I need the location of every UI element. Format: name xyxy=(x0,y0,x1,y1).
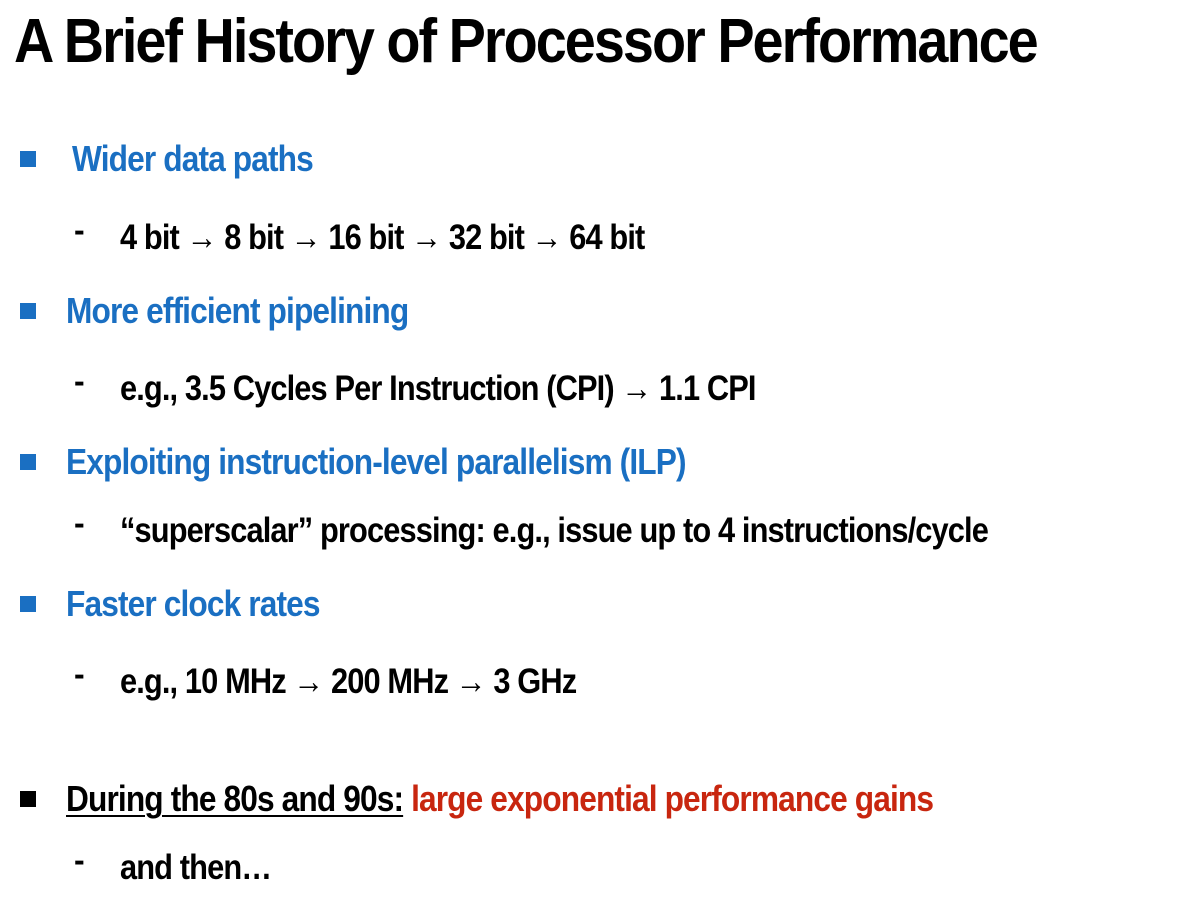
bullet-square-icon xyxy=(20,454,36,470)
dash-icon: - xyxy=(74,211,85,248)
sub-bullet-text: 4 bit → 8 bit → 16 bit → 32 bit → 64 bit xyxy=(120,218,645,257)
conclusion-highlight: large exponential performance gains xyxy=(411,778,934,819)
sub-bullet-superscalar: - “superscalar” processing: e.g., issue … xyxy=(74,505,1106,551)
sub-bullet-and-then: - and then… xyxy=(74,842,292,888)
bullet-text: Faster clock rates xyxy=(66,583,320,624)
bullet-square-icon xyxy=(20,791,36,807)
conclusion-lead: During the 80s and 90s: xyxy=(66,778,404,819)
bullet-text: Exploiting instruction-level parallelism… xyxy=(66,441,687,482)
bullet-square-icon xyxy=(20,151,36,167)
dash-icon: - xyxy=(74,362,85,399)
sub-bullet-text: and then… xyxy=(120,848,272,887)
slide-title: A Brief History of Processor Performance xyxy=(14,7,1039,76)
sub-bullet-text: “superscalar” processing: e.g., issue up… xyxy=(120,511,989,550)
dash-icon: - xyxy=(74,504,85,541)
sub-bullet-text: e.g., 3.5 Cycles Per Instruction (CPI) →… xyxy=(120,369,756,408)
bullet-faster-clock-rates: Faster clock rates xyxy=(20,583,354,625)
dash-icon: - xyxy=(74,655,85,692)
sub-bullet-data-path-widths: - 4 bit → 8 bit → 16 bit → 32 bit → 64 b… xyxy=(74,212,716,258)
bullet-text: More efficient pipelining xyxy=(66,290,409,331)
bullet-efficient-pipelining: More efficient pipelining xyxy=(20,290,455,332)
conclusion-text: During the 80s and 90s: large exponentia… xyxy=(66,778,934,820)
sub-bullet-clock-rates: - e.g., 10 MHz → 200 MHz → 3 GHz xyxy=(74,656,638,702)
dash-icon: - xyxy=(74,841,85,878)
sub-bullet-cpi: - e.g., 3.5 Cycles Per Instruction (CPI)… xyxy=(74,363,842,409)
bullet-square-icon xyxy=(20,596,36,612)
bullet-text: Wider data paths xyxy=(72,138,314,179)
bullet-wider-data-paths: Wider data paths xyxy=(20,138,346,180)
bullet-ilp: Exploiting instruction-level parallelism… xyxy=(20,441,770,483)
bullet-square-icon xyxy=(20,303,36,319)
bullet-conclusion: During the 80s and 90s: large exponentia… xyxy=(20,778,1051,820)
sub-bullet-text: e.g., 10 MHz → 200 MHz → 3 GHz xyxy=(120,662,577,701)
